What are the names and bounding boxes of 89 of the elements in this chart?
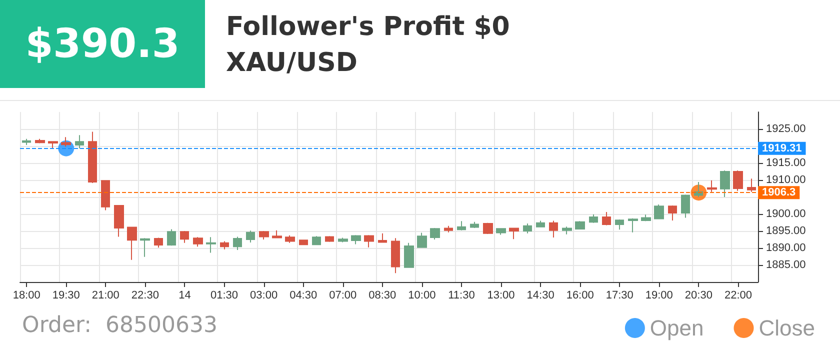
candlestick (246, 230, 255, 244)
candlestick (364, 234, 374, 248)
candlestick (668, 205, 677, 221)
x-tick-label: 17:30 (606, 290, 634, 302)
candlestick (602, 211, 611, 226)
candlestick (61, 136, 71, 148)
candlestick (312, 236, 321, 246)
candlestick (154, 237, 163, 248)
text: Order: 68500633 (22, 313, 218, 338)
candlestick (167, 228, 176, 246)
candlestick (404, 242, 414, 268)
x-tick-label: 07:00 (329, 290, 357, 302)
x-tick-label: 16:00 (566, 290, 594, 302)
candlestick (206, 236, 216, 254)
candlestick (140, 238, 150, 258)
x-tick-label: 11:30 (448, 290, 475, 302)
candlestick (483, 222, 493, 235)
y-tick-label: 1910.00 (766, 174, 806, 186)
x-tick-label: 14 (178, 290, 191, 302)
y-tick-label: 1885.00 (766, 259, 806, 271)
y-tick-label: 1915.00 (766, 157, 806, 169)
candlestick (496, 228, 506, 236)
candlestick (35, 138, 45, 144)
y-tick-label: 1925.00 (766, 123, 806, 135)
legend-label: Open (650, 316, 704, 340)
x-tick-label: 14:30 (526, 290, 554, 302)
candlestick (193, 236, 203, 248)
legend-label: Close (758, 316, 816, 340)
candlestick (430, 227, 440, 240)
x-tick-label: 18:00 (12, 290, 40, 302)
candlestick (641, 214, 651, 222)
candlestick (285, 234, 295, 244)
candlestick (589, 214, 598, 224)
candlestick (575, 220, 585, 230)
x-tick-label: 08:30 (368, 290, 396, 302)
candlestick (523, 223, 532, 234)
x-tick-label: 10:00 (408, 290, 436, 302)
candlestick (220, 240, 229, 250)
candlestick (470, 221, 479, 228)
candlestick (180, 230, 189, 244)
x-tick-label: 22:00 (724, 290, 752, 302)
candlestick (325, 236, 334, 242)
x-tick-label: 01:30 (210, 290, 238, 302)
chart-subtitle: XAU/USD (226, 48, 358, 78)
candlestick (615, 218, 624, 230)
candlestick (259, 230, 269, 240)
candlestick (720, 170, 730, 198)
candlestick (48, 140, 58, 150)
candlestick (391, 238, 400, 274)
candlestick (549, 220, 558, 238)
text: $390.3 (0, 0, 205, 88)
candlestick (536, 220, 545, 228)
x-tick-label: 03:00 (250, 290, 278, 302)
candlestick (351, 234, 361, 245)
x-tick-label: 22:30 (131, 290, 159, 302)
candlestick (509, 228, 519, 240)
y-tick-label: 1900.00 (766, 208, 806, 220)
candlestick (707, 180, 717, 192)
x-tick-label: 20:30 (684, 290, 712, 302)
candlestick (22, 138, 31, 146)
candlestick (457, 220, 466, 231)
x-tick-label: 13:00 (487, 290, 515, 302)
candlestick (681, 194, 690, 218)
candlestick (654, 204, 664, 220)
candlestick (378, 232, 387, 243)
candlestick (127, 226, 137, 260)
x-tick-label: 19:00 (645, 290, 673, 302)
candlestick (417, 232, 427, 248)
chart-title: Follower's Profit $0 (226, 12, 510, 42)
candlestick (88, 131, 97, 184)
candlestick (114, 205, 124, 238)
candlestick (272, 230, 282, 238)
y-tick-label: 1895.00 (766, 225, 806, 237)
candlestick (233, 236, 242, 251)
candlestick (299, 240, 308, 246)
ref-line-label: 1906.3 (762, 186, 796, 199)
candlestick (444, 225, 453, 233)
candlestick (733, 170, 743, 192)
y-tick-label: 1890.00 (766, 242, 806, 254)
candlestick (338, 237, 348, 243)
candlestick (747, 178, 756, 192)
x-tick-label: 19:30 (52, 290, 80, 302)
candlestick (562, 226, 572, 235)
candlestick (101, 180, 110, 211)
x-tick-label: 21:00 (92, 290, 120, 302)
candlestick (628, 218, 638, 233)
candlestick (75, 134, 84, 149)
x-tick-label: 04:30 (290, 290, 318, 302)
ref-line-label: 1919.31 (762, 142, 802, 154)
